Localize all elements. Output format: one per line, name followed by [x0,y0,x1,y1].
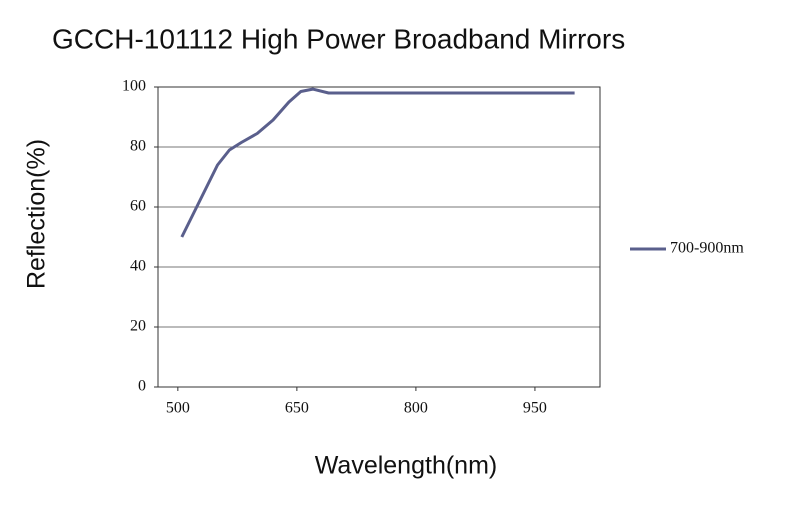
y-tick-label: 20 [130,318,146,335]
y-tick-label: 100 [122,78,146,95]
x-tick-label: 500 [166,400,190,417]
y-tick-label: 40 [130,258,146,275]
x-tick-label: 950 [523,400,547,417]
y-tick-label: 80 [130,138,146,155]
x-tick-label: 800 [404,400,428,417]
plot-frame [157,86,601,388]
x-axis-label: Wavelength(nm) [315,452,497,480]
y-tick-label: 0 [138,378,146,395]
y-axis-label: Reflection(%) [23,139,51,289]
x-tick-label: 650 [285,400,309,417]
series-line [180,87,575,238]
y-tick-label: 60 [130,198,146,215]
chart-title: GCCH-101112 High Power Broadband Mirrors [52,23,625,54]
legend-label: 700-900nm [670,240,744,257]
